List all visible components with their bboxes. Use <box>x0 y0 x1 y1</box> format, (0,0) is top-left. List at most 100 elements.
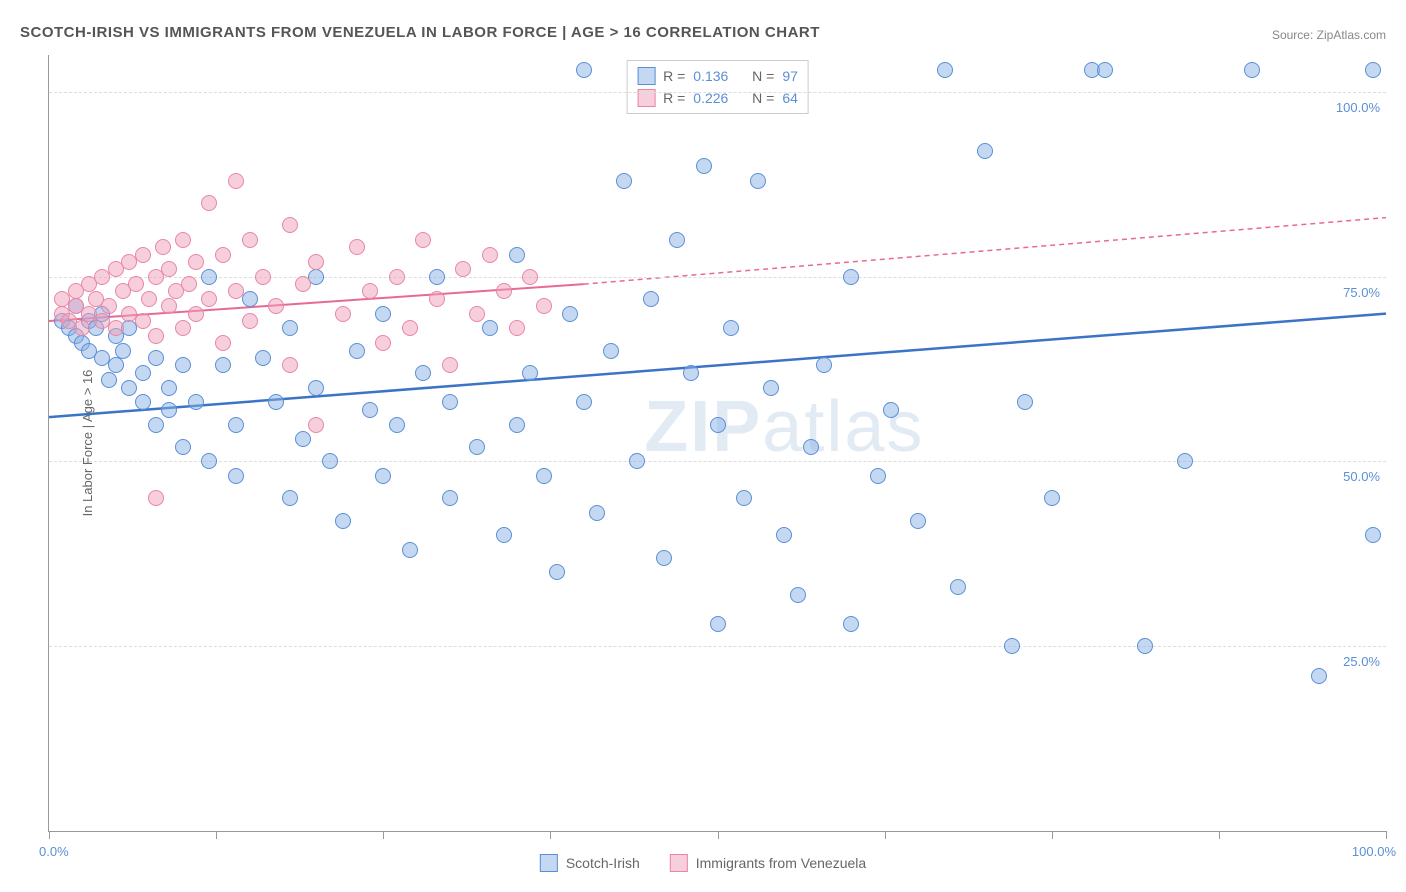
data-point <box>148 490 164 506</box>
data-point <box>115 343 131 359</box>
data-point <box>509 247 525 263</box>
x-tick <box>1219 831 1220 839</box>
data-point <box>201 453 217 469</box>
data-point <box>442 394 458 410</box>
data-point <box>181 276 197 292</box>
gridline <box>49 277 1386 278</box>
data-point <box>509 417 525 433</box>
data-point <box>750 173 766 189</box>
data-point <box>135 313 151 329</box>
stats-row: R =0.136 N =97 <box>637 65 798 87</box>
data-point <box>188 254 204 270</box>
data-point <box>469 306 485 322</box>
data-point <box>629 453 645 469</box>
data-point <box>429 269 445 285</box>
chart-container: SCOTCH-IRISH VS IMMIGRANTS FROM VENEZUEL… <box>0 0 1406 892</box>
data-point <box>175 320 191 336</box>
data-point <box>669 232 685 248</box>
data-point <box>308 254 324 270</box>
x-tick <box>718 831 719 839</box>
data-point <box>161 380 177 396</box>
data-point <box>282 357 298 373</box>
data-point <box>175 439 191 455</box>
data-point <box>1365 527 1381 543</box>
data-point <box>843 616 859 632</box>
data-point <box>1244 62 1260 78</box>
y-tick-label: 25.0% <box>1343 654 1380 669</box>
legend-label: Scotch-Irish <box>566 855 640 871</box>
data-point <box>322 453 338 469</box>
data-point <box>736 490 752 506</box>
data-point <box>496 527 512 543</box>
data-point <box>496 283 512 299</box>
data-point <box>161 298 177 314</box>
data-point <box>1311 668 1327 684</box>
stats-swatch <box>637 67 655 85</box>
data-point <box>295 431 311 447</box>
data-point <box>335 306 351 322</box>
y-tick-label: 50.0% <box>1343 469 1380 484</box>
data-point <box>1044 490 1060 506</box>
data-point <box>349 239 365 255</box>
data-point <box>937 62 953 78</box>
data-point <box>175 357 191 373</box>
data-point <box>101 298 117 314</box>
data-point <box>282 217 298 233</box>
data-point <box>843 269 859 285</box>
data-point <box>696 158 712 174</box>
data-point <box>161 261 177 277</box>
data-point <box>141 291 157 307</box>
data-point <box>282 490 298 506</box>
data-point <box>308 417 324 433</box>
data-point <box>362 402 378 418</box>
data-point <box>308 380 324 396</box>
data-point <box>1137 638 1153 654</box>
data-point <box>375 335 391 351</box>
data-point <box>790 587 806 603</box>
data-point <box>148 350 164 366</box>
trend-lines <box>49 55 1386 831</box>
data-point <box>242 232 258 248</box>
data-point <box>135 394 151 410</box>
data-point <box>375 306 391 322</box>
data-point <box>74 320 90 336</box>
plot-area: In Labor Force | Age > 16 ZIPatlas R =0.… <box>48 55 1386 832</box>
data-point <box>228 417 244 433</box>
data-point <box>883 402 899 418</box>
stats-r-label: R = <box>663 68 685 84</box>
gridline <box>49 92 1386 93</box>
y-tick-label: 75.0% <box>1343 285 1380 300</box>
data-point <box>148 417 164 433</box>
data-point <box>148 328 164 344</box>
data-point <box>442 490 458 506</box>
data-point <box>228 468 244 484</box>
chart-title: SCOTCH-IRISH VS IMMIGRANTS FROM VENEZUEL… <box>20 24 820 41</box>
data-point <box>415 365 431 381</box>
data-point <box>643 291 659 307</box>
data-point <box>710 417 726 433</box>
x-tick <box>1386 831 1387 839</box>
x-tick <box>1052 831 1053 839</box>
legend-swatch <box>540 854 558 872</box>
data-point <box>362 283 378 299</box>
data-point <box>282 320 298 336</box>
data-point <box>509 320 525 336</box>
data-point <box>201 291 217 307</box>
data-point <box>482 320 498 336</box>
data-point <box>101 372 117 388</box>
legend-item: Immigrants from Venezuela <box>670 854 866 872</box>
data-point <box>1177 453 1193 469</box>
data-point <box>816 357 832 373</box>
data-point <box>522 365 538 381</box>
data-point <box>549 564 565 580</box>
stats-row: R =0.226 N =64 <box>637 87 798 109</box>
data-point <box>389 269 405 285</box>
data-point <box>349 343 365 359</box>
data-point <box>536 468 552 484</box>
data-point <box>910 513 926 529</box>
data-point <box>255 269 271 285</box>
data-point <box>402 542 418 558</box>
data-point <box>128 276 144 292</box>
x-tick <box>216 831 217 839</box>
data-point <box>175 232 191 248</box>
